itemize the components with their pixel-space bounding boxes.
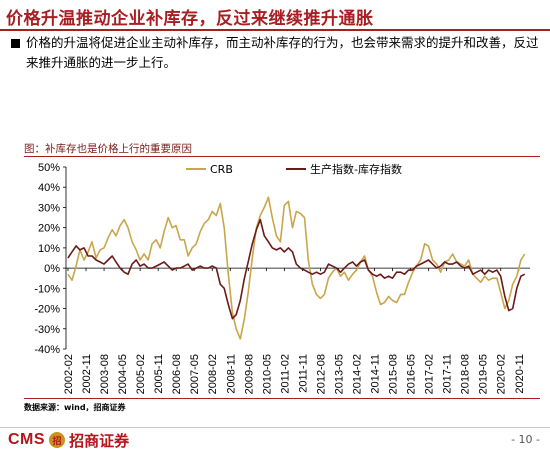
slide-title: 价格升温推动企业补库存，反过来继续推升通胀 — [6, 9, 374, 29]
x-tick-label: 2005-11 — [153, 354, 165, 394]
x-tick-label: 2004-05 — [117, 354, 129, 394]
legend-label-crb: CRB — [210, 163, 233, 176]
x-tick-label: 2009-08 — [243, 354, 255, 394]
x-tick-label: 2005-02 — [135, 354, 147, 394]
x-tick-label: 2002-11 — [81, 354, 93, 394]
x-tick-label: 2006-08 — [171, 354, 183, 394]
x-tick-label: 2017-11 — [442, 354, 454, 394]
series-line-production-minus-inventory — [67, 218, 526, 320]
x-tick-label: 2014-11 — [370, 354, 382, 394]
legend-label-production-minus-inventory: 生产指数-库存指数 — [310, 162, 402, 176]
x-tick-label: 2018-08 — [460, 354, 472, 394]
logo-company-name: 招商证券 — [69, 431, 130, 450]
caption-divider — [24, 156, 540, 157]
y-tick-label: 0% — [44, 263, 60, 275]
title-divider — [0, 29, 550, 31]
x-tick-label: 2019-05 — [478, 354, 490, 394]
x-tick-label: 2011-11 — [297, 354, 309, 393]
x-tick-label: 2012-08 — [315, 354, 327, 394]
x-tick-label: 2013-05 — [333, 354, 345, 394]
bullet-square-icon — [11, 39, 20, 48]
x-tick-label: 2002-02 — [63, 354, 75, 394]
x-tick-label: 2008-02 — [207, 354, 219, 394]
y-tick-label: 50% — [38, 162, 60, 174]
y-tick-label: -30% — [34, 324, 60, 336]
y-tick-label: -40% — [34, 344, 60, 356]
x-tick-label: 2014-02 — [351, 354, 363, 394]
y-tick-label: 30% — [38, 202, 60, 214]
x-tick-label: 2016-05 — [406, 354, 418, 394]
x-tick-label: 2015-08 — [388, 354, 400, 394]
series-line-crb — [67, 196, 526, 340]
logo-cms-text: CMS — [8, 431, 46, 448]
x-tick-label: 2020-02 — [496, 354, 508, 394]
x-tick-label: 2008-11 — [225, 354, 237, 394]
x-tick-label: 2020-11 — [514, 354, 526, 394]
chart-caption: 图：补库存也是价格上行的重要原因 — [24, 143, 192, 155]
logo-emblem-icon: 招 — [49, 432, 66, 448]
y-tick-label: 10% — [38, 243, 60, 255]
x-tick-label: 2017-02 — [424, 354, 436, 394]
x-tick-label: 2010-05 — [261, 354, 273, 394]
company-logo: CMS 招 招商证券 — [8, 430, 129, 450]
source-note: 数据来源：wind，招商证券 — [24, 403, 126, 412]
page-number: - 10 - — [511, 433, 540, 446]
footer-divider — [0, 427, 550, 428]
body-paragraph: 价格的升温将促进企业主动补库存，而主动补库存的行为，也会带来需求的提升和改善，反… — [26, 35, 539, 70]
y-tick-label: 40% — [38, 182, 60, 194]
y-tick-label: -10% — [34, 283, 60, 295]
x-tick-label: 2003-08 — [99, 354, 111, 394]
source-divider — [24, 398, 540, 399]
y-tick-label: 20% — [38, 223, 60, 235]
x-tick-label: 2011-02 — [279, 354, 291, 394]
y-tick-label: -20% — [34, 304, 60, 316]
x-tick-label: 2007-05 — [189, 354, 201, 394]
